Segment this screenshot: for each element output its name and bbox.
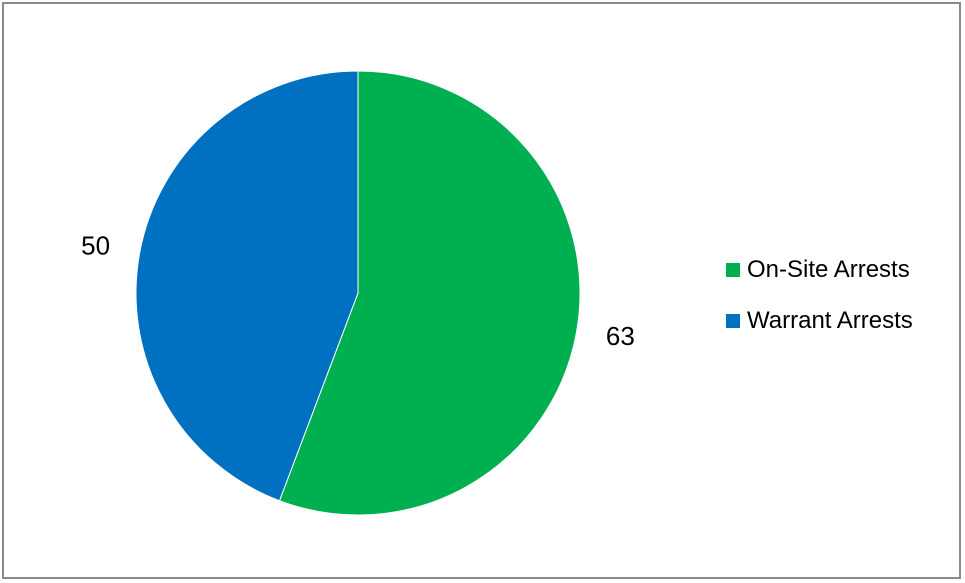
data-label-on-site-arrests: 63 bbox=[606, 321, 635, 351]
legend-swatch-on-site-arrests bbox=[726, 263, 740, 277]
legend: On-Site Arrests Warrant Arrests bbox=[726, 256, 913, 359]
legend-item-on-site-arrests: On-Site Arrests bbox=[726, 256, 913, 283]
pie-slice-on-site-arrests bbox=[278, 70, 581, 516]
pie-chart: 63 50 bbox=[81, 70, 635, 516]
legend-item-warrant-arrests: Warrant Arrests bbox=[726, 307, 913, 334]
legend-swatch-warrant-arrests bbox=[726, 314, 740, 328]
legend-label-on-site-arrests: On-Site Arrests bbox=[747, 256, 910, 283]
pie-slice-warrant-arrests bbox=[135, 70, 359, 502]
data-label-warrant-arrests: 50 bbox=[81, 231, 110, 261]
legend-label-warrant-arrests: Warrant Arrests bbox=[747, 307, 913, 334]
